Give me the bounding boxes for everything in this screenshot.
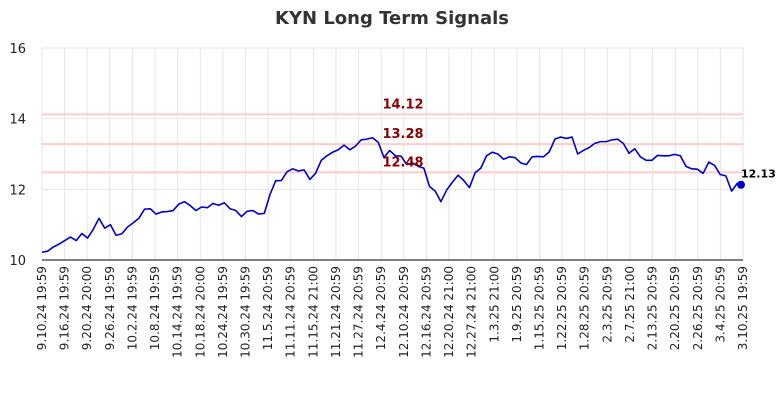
- x-tick-label: 12.4.24 20:59: [374, 266, 388, 350]
- labels: 10 12 14 16 9.10.24 19:59 9.16.24 19:59 9.20.2…: [9, 42, 775, 358]
- grid-lines: [41, 47, 744, 261]
- y-tick-label: 14: [9, 113, 26, 128]
- x-tick-label: 3.4.25 20:59: [713, 266, 727, 343]
- x-tick-label: 9.20.24 20:00: [80, 266, 94, 350]
- x-tick-label: 11.27.24 20:59: [352, 266, 366, 358]
- x-tick-label: 1.15.25 20:59: [532, 266, 546, 350]
- x-tick-label: 10.30.24 19:59: [239, 266, 253, 358]
- x-tick-label: 10.24.24 19:59: [216, 266, 230, 358]
- x-tick-label: 2.20.25 20:59: [668, 266, 682, 350]
- x-tick-label: 3.10.25 19:59: [736, 266, 750, 350]
- chart-title: KYN Long Term Signals: [275, 8, 509, 29]
- x-tick-label: 1.22.25 20:59: [555, 266, 569, 350]
- x-tick-label: 1.9.25 20:59: [510, 266, 524, 343]
- x-tick-label: 9.16.24 19:59: [58, 266, 72, 350]
- x-tick-label: 11.11.24 20:59: [284, 266, 298, 358]
- x-tick-label: 12.27.24 21:00: [465, 266, 479, 358]
- x-tick-label: 10.14.24 19:59: [171, 266, 185, 358]
- x-tick-label: 10.8.24 19:59: [148, 266, 162, 350]
- y-tick-label: 10: [9, 254, 26, 269]
- reference-lines: [42, 113, 743, 174]
- x-tick-label: 9.26.24 19:59: [103, 266, 117, 350]
- series-layer: [41, 136, 745, 254]
- x-tick-label: 11.21.24 20:59: [329, 266, 343, 358]
- x-tick-label: 10.2.24 19:59: [125, 266, 139, 350]
- y-tick-label: 16: [9, 42, 26, 57]
- reference-line-label: 12.48: [382, 155, 423, 170]
- reference-line-label: 14.12: [382, 97, 423, 112]
- x-tick-label: 2.13.25 20:59: [646, 266, 660, 350]
- x-tick-label: 2.3.25 20:59: [600, 266, 614, 343]
- reference-line-label: 13.28: [382, 127, 423, 142]
- x-tick-label: 10.18.24 20:00: [193, 266, 207, 358]
- x-tick-label: 11.15.24 21:00: [306, 266, 320, 358]
- last-value-label: 12.13: [741, 168, 776, 181]
- x-tick-label: 12.10.24 20:59: [397, 266, 411, 358]
- x-tick-label: 1.3.25 21:00: [487, 266, 501, 343]
- y-tick-label: 12: [9, 183, 26, 198]
- series-line: [41, 136, 744, 254]
- x-tick-label: 12.20.24 21:00: [442, 266, 456, 358]
- x-tick-label: 12.16.24 20:59: [419, 266, 433, 358]
- x-tick-label: 11.5.24 20:59: [261, 266, 275, 350]
- x-tick-label: 1.28.25 20:59: [578, 266, 592, 350]
- x-tick-label: 2.7.25 21:00: [623, 266, 637, 343]
- last-point-marker: [737, 180, 745, 189]
- x-tick-label: 2.26.25 20:59: [691, 266, 705, 350]
- x-tick-label: 9.10.24 19:59: [35, 266, 49, 350]
